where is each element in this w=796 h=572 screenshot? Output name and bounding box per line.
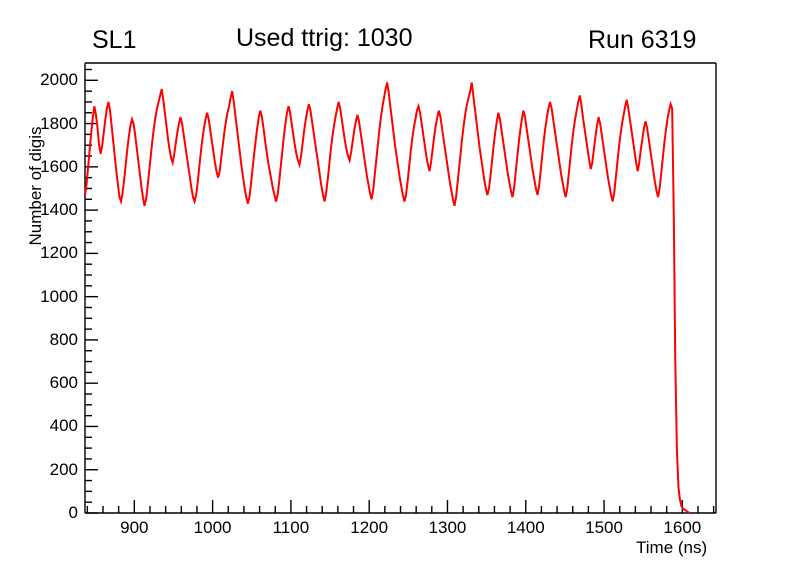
x-tick-label: 1100 — [272, 518, 310, 537]
y-tick-label: 1800 — [40, 113, 78, 133]
y-tick-label: 800 — [49, 329, 78, 349]
data-series-digis — [84, 82, 690, 514]
y-tick-label: 200 — [49, 459, 78, 479]
series-digis — [84, 82, 690, 514]
y-tick-label: 600 — [49, 373, 78, 393]
y-tick-label: 400 — [49, 416, 78, 436]
x-axis-ticks — [86, 500, 715, 513]
x-axis-title: Time (ns) — [636, 538, 708, 557]
run-label: Run 6319 — [588, 26, 697, 54]
x-tick-label: 1400 — [506, 518, 545, 537]
x-tick-label: 1500 — [585, 518, 623, 537]
y-tick-label: 2000 — [40, 70, 78, 90]
x-tick-label: 900 — [120, 518, 149, 537]
x-tick-label: 1600 — [663, 518, 702, 537]
y-tick-label: 1000 — [40, 286, 78, 306]
pad-label: SL1 — [92, 26, 137, 54]
plot-frame — [84, 62, 717, 514]
y-tick-label: 1200 — [40, 243, 78, 263]
x-tick-label: 1200 — [350, 518, 389, 537]
y-tick-label: 1600 — [40, 156, 78, 176]
y-tick-label: 1400 — [40, 200, 78, 220]
y-tick-label: 0 — [68, 503, 78, 522]
chart-title: Used ttrig: 1030 — [236, 24, 413, 52]
x-tick-label: 1300 — [428, 518, 467, 537]
x-tick-label: 1000 — [193, 518, 232, 537]
